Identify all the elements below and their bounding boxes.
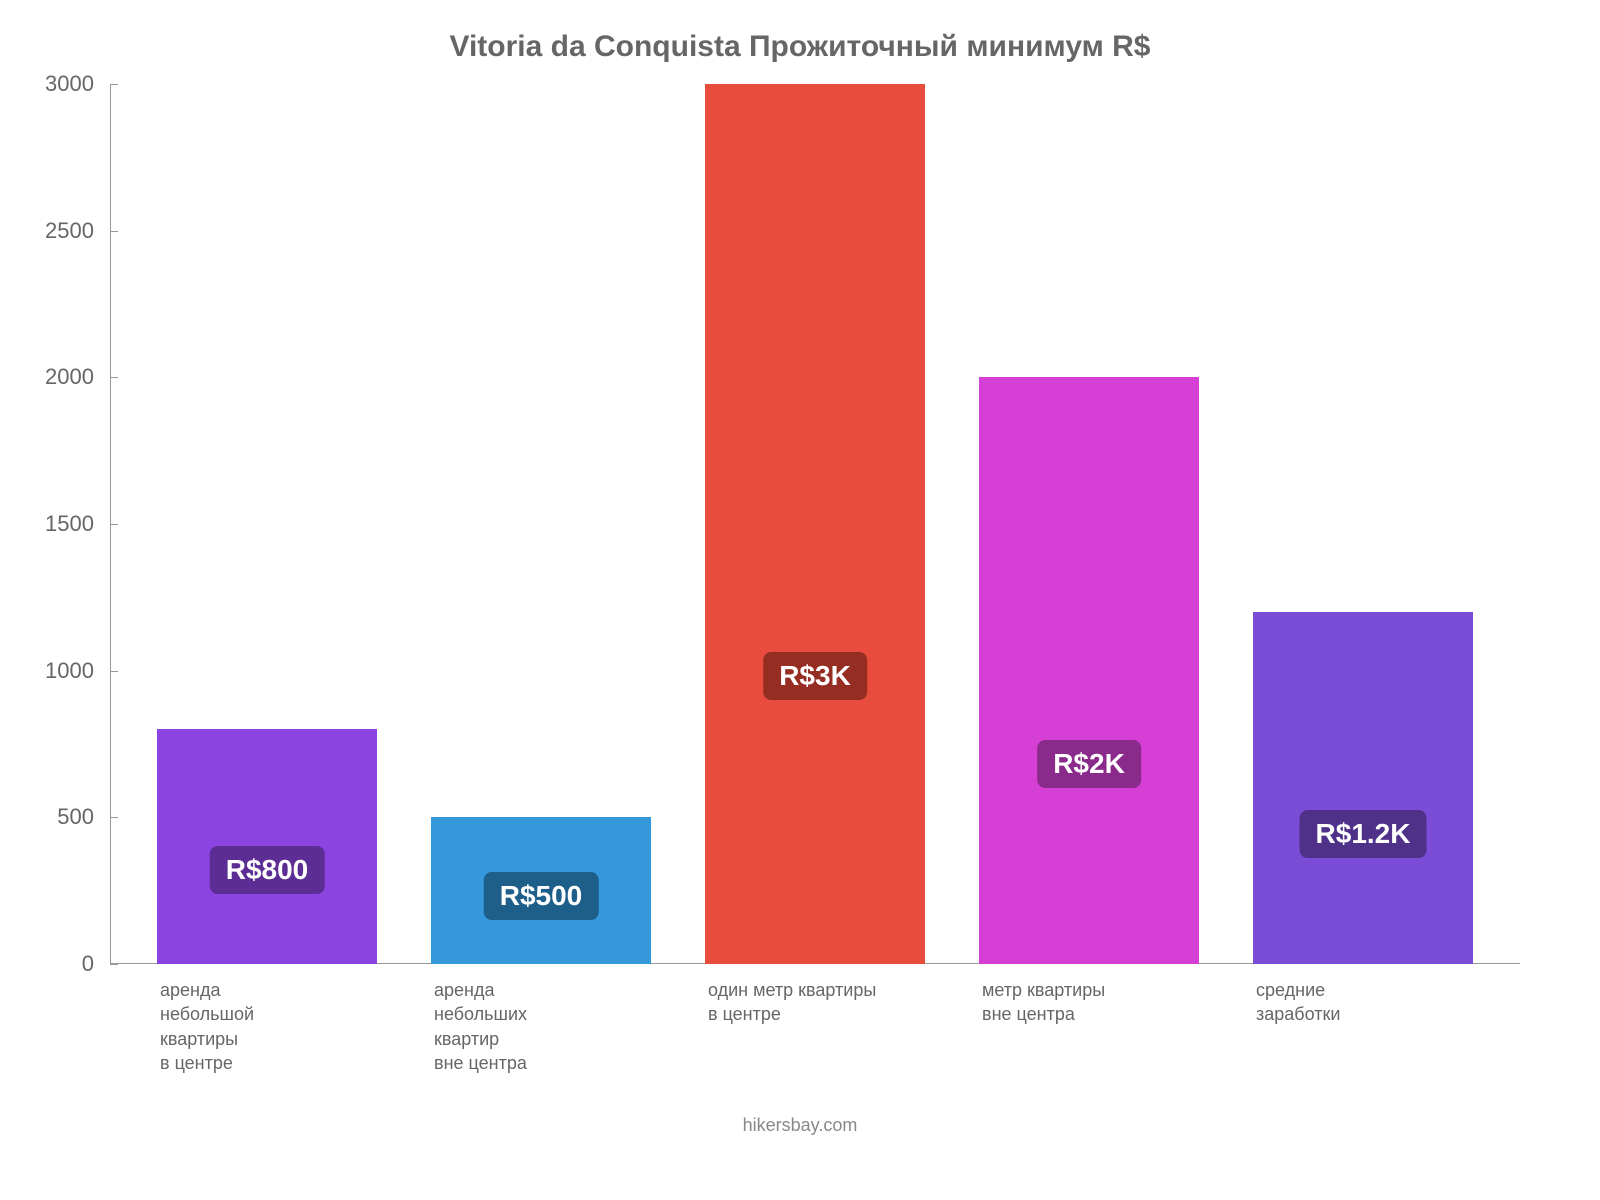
y-tick-label: 1000 [34, 658, 94, 684]
bar-slot: R$1.2K [1226, 84, 1500, 964]
y-axis: 050010001500200025003000 [40, 84, 100, 964]
bars-group: R$800 R$500 R$3K R$2K R$1.2K [110, 84, 1520, 964]
y-tick-label: 2000 [34, 364, 94, 390]
chart-title: Vitoria da Conquista Прожиточный минимум… [40, 30, 1560, 64]
bar-slot: R$800 [130, 84, 404, 964]
x-label-slot: один метр квартиры в центре [678, 978, 952, 1075]
bar-slot: R$3K [678, 84, 952, 964]
x-label-slot: аренда небольших квартир вне центра [404, 978, 678, 1075]
x-label-slot: метр квартиры вне центра [952, 978, 1226, 1075]
y-tick-label: 2500 [34, 218, 94, 244]
chart-footer: hikersbay.com [40, 1115, 1560, 1136]
bar-slot: R$2K [952, 84, 1226, 964]
bar: R$800 [157, 729, 377, 964]
bar-value-label: R$800 [210, 846, 325, 894]
bar-value-label: R$3K [763, 652, 867, 700]
bar: R$3K [705, 84, 925, 964]
x-axis-label: аренда небольших квартир вне центра [434, 978, 527, 1075]
x-label-slot: аренда небольшой квартиры в центре [130, 978, 404, 1075]
bar-value-label: R$500 [484, 872, 599, 920]
y-tick-label: 1500 [34, 511, 94, 537]
y-tick-label: 500 [34, 804, 94, 830]
bar-slot: R$500 [404, 84, 678, 964]
y-tick-mark [110, 964, 118, 965]
x-axis-label: метр квартиры вне центра [982, 978, 1105, 1075]
bar: R$1.2K [1253, 612, 1473, 964]
bar-value-label: R$2K [1037, 740, 1141, 788]
chart-container: Vitoria da Conquista Прожиточный минимум… [0, 0, 1600, 1200]
bar: R$2K [979, 377, 1199, 964]
bar-value-label: R$1.2K [1300, 810, 1427, 858]
y-tick-label: 0 [34, 951, 94, 977]
bar: R$500 [431, 817, 651, 964]
plot-area: 050010001500200025003000 R$800R$500R$3KR… [110, 84, 1520, 964]
x-axis-label: средние заработки [1256, 978, 1340, 1075]
x-axis-label: один метр квартиры в центре [708, 978, 876, 1075]
x-label-slot: средние заработки [1226, 978, 1500, 1075]
x-axis-label: аренда небольшой квартиры в центре [160, 978, 254, 1075]
y-tick-label: 3000 [34, 71, 94, 97]
x-axis-labels: аренда небольшой квартиры в центре аренда… [110, 978, 1520, 1075]
